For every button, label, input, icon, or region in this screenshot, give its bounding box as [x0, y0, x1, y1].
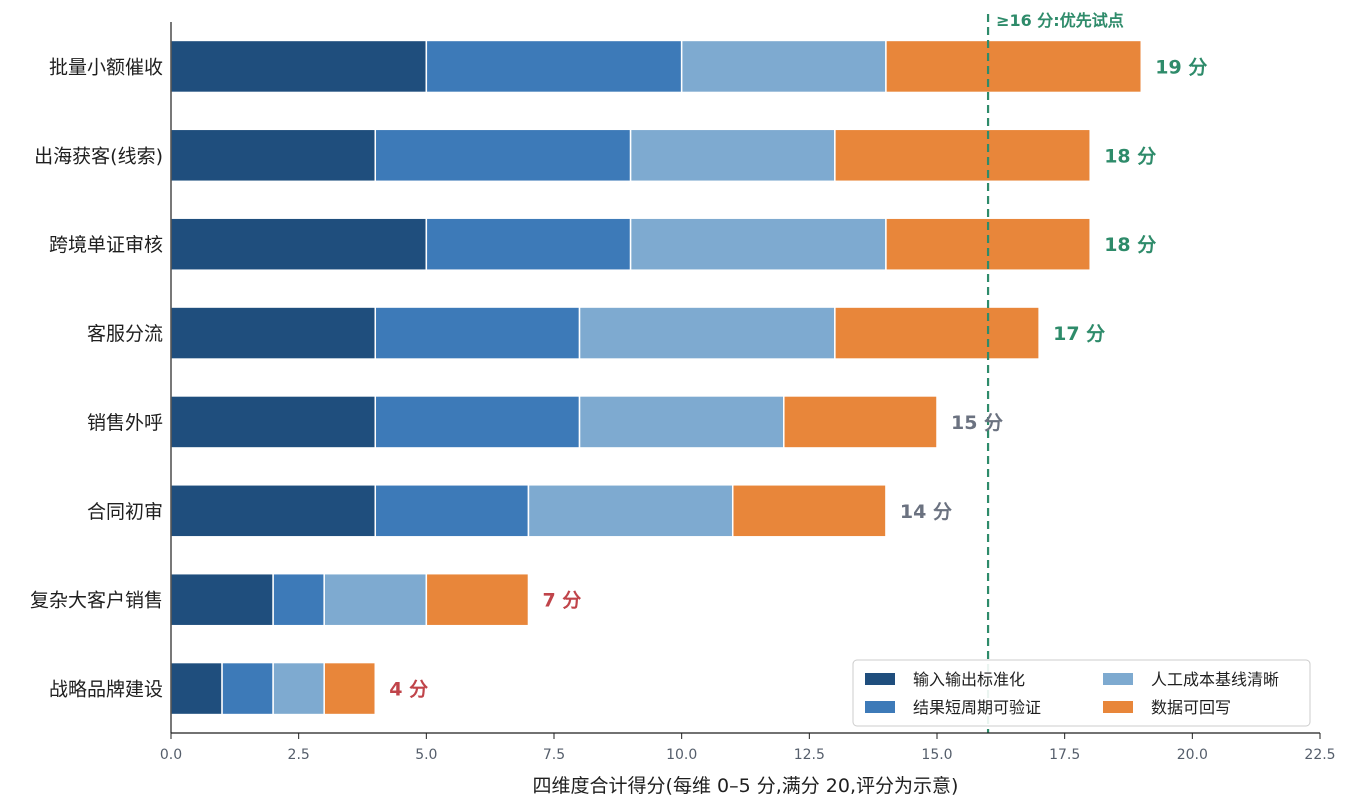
bar-segment-2: [374, 395, 581, 449]
legend-label: 输入输出标准化: [913, 670, 1025, 689]
bar-segment-2: [374, 128, 632, 183]
bar-segment-3: [680, 39, 887, 94]
bar-segment-4: [783, 395, 938, 449]
bar-segment-2: [272, 572, 325, 627]
x-axis-label: 四维度合计得分(每维 0–5 分,满分 20,评分为示意): [533, 775, 959, 797]
bar-segment-1: [170, 661, 223, 716]
bar-segment-1: [170, 395, 377, 449]
category-label: 跨境单证审核: [49, 234, 163, 256]
total-label: 15 分: [951, 412, 1003, 434]
bar-segment-4: [834, 128, 1091, 183]
legend-frame: [852, 659, 1311, 727]
total-label: 4 分: [389, 679, 428, 701]
bar-segment-3: [527, 484, 734, 538]
bar-segment-1: [170, 128, 377, 183]
x-tick-label: 10.0: [666, 747, 697, 763]
bar-segment-3: [629, 128, 836, 183]
bar-segment-4: [731, 484, 887, 538]
bar-segment-1: [170, 484, 377, 538]
category-label: 出海获客(线索): [34, 145, 163, 167]
x-tick-label: 7.5: [543, 747, 565, 763]
x-tick-label: 15.0: [921, 747, 952, 763]
bar-segment-2: [374, 306, 581, 360]
total-label: 18 分: [1104, 145, 1156, 167]
bar-segment-1: [170, 39, 428, 94]
legend-label: 结果短周期可验证: [913, 698, 1041, 717]
bar-segment-3: [629, 217, 887, 271]
total-label: 18 分: [1104, 234, 1156, 256]
bar-segment-3: [323, 572, 428, 627]
x-tick-label: 5.0: [415, 747, 437, 763]
bar-segment-1: [170, 306, 377, 360]
total-label: 7 分: [542, 590, 581, 612]
x-tick-label: 20.0: [1177, 747, 1208, 763]
x-tick-label: 12.5: [794, 747, 825, 763]
category-label: 客服分流: [87, 323, 163, 345]
axes-layer: 0.0 2.5 5.0 7.5 10.0 12.5 15.0 17.5 20.0 22.5 四维度合…: [160, 22, 1336, 797]
bar-segment-3: [578, 306, 836, 360]
total-label: 14 分: [900, 501, 952, 523]
bar-segment-4: [885, 39, 1143, 94]
bar-segment-1: [170, 217, 428, 271]
bar-segment-2: [221, 661, 274, 716]
category-label: 战略品牌建设: [49, 679, 163, 701]
x-tick-label: 0.0: [160, 747, 182, 763]
bar-segment-1: [170, 572, 274, 627]
bar-segment-3: [272, 661, 325, 716]
legend-swatch: [1103, 701, 1133, 713]
legend-swatch: [1103, 673, 1133, 685]
bar-segment-4: [323, 661, 377, 716]
x-tick-label: 22.5: [1304, 747, 1335, 763]
category-label: 销售外呼: [87, 412, 163, 434]
legend-label: 人工成本基线清晰: [1151, 670, 1279, 689]
legend-swatch: [865, 701, 895, 713]
legend-swatch: [865, 673, 895, 685]
threshold-layer: ≥16 分:优先试点: [986, 11, 1124, 733]
legend-label: 数据可回写: [1151, 698, 1231, 717]
bars-layer: [170, 39, 1143, 716]
total-label: 19 分: [1155, 56, 1207, 78]
category-label: 复杂大客户销售: [30, 590, 163, 612]
bar-segment-2: [425, 39, 683, 94]
x-tick-label: 2.5: [288, 747, 310, 763]
bar-segment-2: [374, 484, 530, 538]
bar-segment-4: [834, 306, 1040, 360]
bar-segment-3: [578, 395, 785, 449]
bar-segment-2: [425, 217, 632, 271]
category-label: 合同初审: [87, 501, 163, 523]
category-label: 批量小额催收: [49, 56, 163, 78]
total-label: 17 分: [1053, 323, 1105, 345]
x-tick-label: 17.5: [1049, 747, 1080, 763]
bar-segment-4: [425, 572, 530, 627]
threshold-label: ≥16 分:优先试点: [996, 11, 1124, 30]
